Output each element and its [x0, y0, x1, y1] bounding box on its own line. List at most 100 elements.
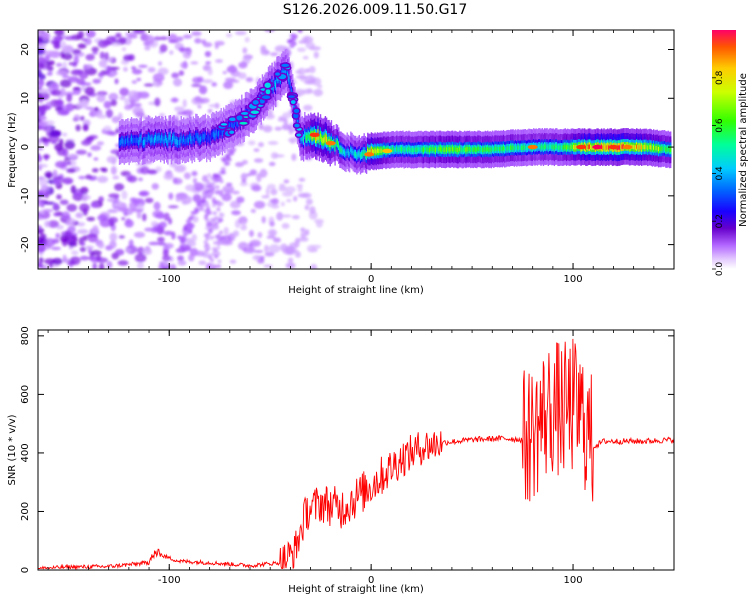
noise-speckle: [79, 246, 87, 253]
noise-speckle: [97, 214, 108, 222]
ridge-cell: [493, 147, 495, 152]
noise-speckle: [168, 217, 173, 225]
ridge-cell: [232, 124, 235, 130]
ridge-cell: [218, 131, 220, 137]
ridge-cell: [527, 145, 529, 150]
ridge-cell: [134, 137, 136, 144]
noise-speckle: [114, 183, 125, 191]
noise-speckle: [173, 115, 180, 119]
noise-speckle: [79, 82, 92, 86]
noise-speckle: [145, 197, 154, 204]
spectrogram-frame: [37, 29, 675, 270]
noise-speckle: [92, 78, 102, 84]
noise-speckle: [183, 172, 191, 180]
ridge-cell: [190, 135, 192, 142]
noise-speckle: [129, 201, 138, 211]
noise-trail: [203, 240, 208, 245]
ridge-cell: [273, 80, 276, 87]
ridge-cell: [394, 147, 397, 152]
noise-speckle: [44, 220, 51, 228]
noise-speckle: [73, 114, 81, 122]
noise-trail: [206, 244, 211, 249]
noise-speckle: [81, 99, 90, 107]
ridge-cell: [648, 145, 650, 150]
noise-speckle: [182, 49, 192, 59]
x-tick-label: 100: [564, 274, 583, 285]
noise-speckle: [271, 204, 280, 209]
figure-title: S126.2026.009.11.50.G17: [282, 2, 468, 18]
noise-speckle: [253, 158, 264, 163]
ridge-cell: [378, 148, 380, 154]
noise-trail: [214, 173, 220, 178]
noise-trail: [208, 229, 213, 234]
ridge-cell: [457, 147, 460, 153]
noise-speckle: [44, 258, 56, 265]
noise-speckle: [81, 197, 88, 202]
noise-speckle: [91, 46, 99, 53]
noise-speckle: [163, 230, 174, 236]
noise-speckle: [87, 152, 92, 158]
ridge-cell: [471, 147, 473, 152]
noise-speckle: [72, 87, 82, 91]
ridge-blob: [279, 62, 291, 69]
ridge-cell: [421, 147, 424, 153]
ridge-cell: [637, 144, 639, 150]
noise-speckle: [291, 153, 297, 161]
noise-speckle: [96, 257, 109, 263]
ridge-cell: [414, 147, 416, 152]
noise-speckle: [101, 168, 108, 173]
noise-trail: [219, 179, 224, 184]
noise-speckle: [297, 67, 306, 76]
noise-speckle: [202, 79, 213, 84]
noise-speckle: [97, 39, 109, 48]
noise-speckle: [163, 173, 174, 181]
ridge-cell: [667, 146, 669, 152]
noise-speckle: [50, 246, 62, 251]
ridge-cell: [319, 133, 322, 139]
noise-speckle: [62, 132, 68, 137]
noise-speckle: [211, 82, 218, 87]
ridge-cell: [543, 144, 546, 149]
noise-speckle: [110, 166, 117, 175]
ridge-cell: [147, 134, 150, 140]
ridge-cell: [556, 144, 558, 149]
noise-speckle: [204, 50, 212, 58]
noise-speckle: [85, 245, 94, 250]
ridge-cell: [569, 145, 571, 150]
ridge-cell: [655, 145, 657, 151]
snr-y-label: SNR (10 * v/v): [7, 414, 18, 485]
ridge-cell: [167, 139, 169, 146]
ridge-cell: [473, 147, 476, 152]
noise-speckle: [163, 212, 170, 222]
noise-speckle: [59, 199, 69, 205]
noise-speckle: [77, 229, 89, 235]
ridge-cell: [518, 145, 520, 151]
ridge-cell: [391, 147, 393, 152]
noise-speckle: [38, 244, 46, 248]
noise-speckle: [66, 93, 73, 103]
ridge-cell: [162, 136, 164, 142]
noise-speckle: [263, 264, 273, 268]
noise-trail: [213, 240, 218, 245]
noise-speckle: [38, 62, 45, 70]
noise-speckle: [244, 36, 250, 43]
ridge-cell: [548, 144, 551, 149]
ridge-cell: [276, 75, 278, 82]
noise-speckle: [62, 148, 69, 158]
noise-speckle: [106, 198, 118, 202]
ridge-cell: [448, 147, 450, 152]
ridge-cell: [187, 137, 190, 143]
noise-speckle: [305, 198, 313, 205]
ridge-cell: [643, 144, 645, 150]
ridge-cell: [669, 147, 672, 152]
noise-speckle: [174, 164, 187, 173]
ridge-cell: [145, 136, 147, 143]
ridge-cell: [662, 146, 665, 151]
noise-speckle: [193, 182, 204, 192]
ridge-cell: [399, 146, 402, 152]
noise-speckle: [85, 30, 96, 38]
noise-speckle: [124, 98, 130, 106]
noise-speckle: [269, 221, 275, 227]
noise-speckle: [285, 246, 296, 256]
